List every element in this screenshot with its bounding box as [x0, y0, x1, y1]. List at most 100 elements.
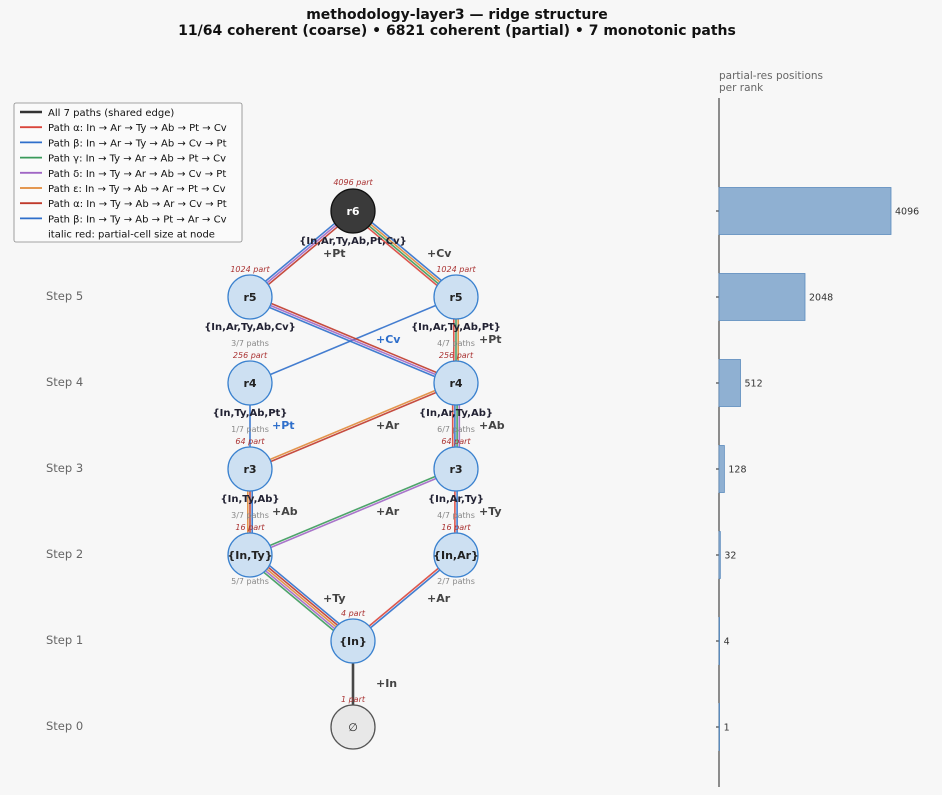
step-label-3: Step 3	[46, 461, 83, 475]
legend-item: Path α: In → Ar → Ty → Ab → Pt → Cv	[20, 123, 227, 134]
node-path-count: 6/7 paths	[437, 425, 475, 434]
edge-label-ab-3: +Ab	[479, 419, 505, 432]
edge-label-cv-5: +Cv	[427, 247, 452, 260]
step-label-5: Step 5	[46, 289, 83, 303]
edge-label-pt-5: +Pt	[323, 247, 346, 260]
step-label-1: Step 1	[46, 633, 83, 647]
node-set-label: {In,Ty,Ab}	[221, 494, 280, 505]
bar-value-label: 4	[724, 637, 730, 648]
bar-step-5	[718, 273, 806, 321]
legend-item: All 7 paths (shared edge)	[20, 108, 174, 119]
bar-value-label: 512	[745, 379, 763, 390]
edge-line-r3l-r4r	[250, 383, 457, 471]
side-chart-title-line2: per rank	[719, 82, 764, 94]
node-path-count: 2/7 paths	[437, 577, 475, 586]
legend-label: Path α: In → Ar → Ty → Ab → Pt → Cv	[48, 123, 227, 134]
edge-label-ar-2: +Ar	[376, 505, 400, 518]
bar-value-label: 128	[728, 465, 746, 476]
node-set-label: {In,Ar,Ty,Ab,Pt,Cv}	[299, 236, 407, 247]
bar-step-4	[718, 359, 741, 407]
node-part-count: 1024 part	[230, 265, 270, 274]
node-set-label: {In,Ar,Ty,Ab}	[419, 408, 493, 419]
node-label: r5	[243, 291, 256, 304]
node-label: r4	[449, 377, 462, 390]
step-label-2: Step 2	[46, 547, 83, 561]
edge-line-r4r-r5l	[248, 298, 456, 386]
node-path-count: 4/7 paths	[437, 339, 475, 348]
bar-step-3	[718, 445, 725, 493]
node-part-count: 16 part	[441, 523, 471, 532]
edge-label-ar-3: +Ar	[376, 419, 400, 432]
node-label: {In,Ty}	[227, 549, 272, 562]
legend-item: Path ε: In → Ty → Ab → Ar → Pt → Cv	[20, 184, 226, 195]
edge-label-pt-3: +Pt	[272, 419, 295, 432]
node-r4-right: r4 256 part {In,Ar,Ty,Ab} 6/7 paths	[419, 351, 493, 434]
node-set-label: {In,Ar,Ty,Ab,Cv}	[204, 322, 296, 333]
node-label: r5	[449, 291, 462, 304]
node-path-count: 1/7 paths	[231, 425, 269, 434]
node-part-count: 64 part	[235, 437, 265, 446]
legend-label: Path δ: In → Ty → Ar → Ab → Cv → Pt	[48, 169, 226, 180]
node-label: r3	[449, 463, 462, 476]
node-label: r6	[346, 205, 359, 218]
edge-label-in: +In	[376, 677, 397, 690]
edge-line-inty-r3r	[250, 469, 457, 557]
node-r3-left: r3 64 part {In,Ty,Ab} 3/7 paths	[221, 437, 280, 520]
legend-item: Path α: In → Ty → Ab → Ar → Cv → Pt	[20, 199, 227, 210]
legend-item: Path γ: In → Ty → Ar → Ab → Pt → Cv	[20, 154, 226, 165]
node-part-count: 1024 part	[436, 265, 476, 274]
node-in-ty: {In,Ty} 16 part 5/7 paths	[227, 523, 273, 586]
bar-value-label: 32	[724, 551, 736, 562]
step-labels: Step 0 Step 1 Step 2 Step 3 Step 4 Step …	[46, 289, 83, 733]
node-part-count: 4096 part	[333, 178, 373, 187]
legend-label: Path γ: In → Ty → Ar → Ab → Pt → Cv	[48, 154, 226, 165]
figure-subtitle: 11/64 coherent (coarse) • 6821 coherent …	[178, 23, 736, 39]
edge-labels: +In +Ty +Ar +Ab +Ty +Ar +Pt +Ar +Ab +Cv …	[272, 247, 505, 690]
step-label-4: Step 4	[46, 375, 83, 389]
node-in: {In} 4 part	[330, 609, 376, 664]
edge-label-pt-4: +Pt	[479, 333, 502, 346]
edge-line-r4r-r5l	[249, 296, 457, 384]
node-set-label: {In,Ar,Ty}	[428, 494, 484, 505]
bar-step-1	[718, 617, 721, 665]
node-path-count: 4/7 paths	[437, 511, 475, 520]
legend-label: italic red: partial-cell size at node	[48, 230, 215, 241]
node-label: {In}	[339, 635, 367, 648]
edge-line-in-inty	[246, 557, 351, 645]
legend: All 7 paths (shared edge) Path α: In → Ar…	[13, 102, 243, 243]
edge-label-cv-4: +Cv	[376, 333, 401, 346]
node-part-count: 16 part	[235, 523, 265, 532]
edge-label-ty-1: +Ty	[323, 592, 346, 605]
node-part-count: 1 part	[341, 695, 366, 704]
legend-label: Path β: In → Ar → Ty → Ab → Cv → Pt	[48, 138, 227, 149]
legend-label: Path β: In → Ty → Ab → Pt → Ar → Cv	[48, 214, 227, 225]
node-label: {In,Ar}	[433, 549, 479, 562]
side-chart-title-line1: partial-res positions	[719, 70, 823, 82]
node-r3-right: r3 64 part {In,Ar,Ty} 4/7 paths	[428, 437, 484, 520]
edge-line-inty-r3r	[249, 467, 456, 555]
edge-line-r3l-r4r	[249, 381, 456, 469]
legend-item: Path δ: In → Ty → Ar → Ab → Cv → Pt	[20, 169, 226, 180]
edge-label-ab-2: +Ab	[272, 505, 298, 518]
legend-item: Path β: In → Ty → Ab → Pt → Ar → Cv	[20, 214, 227, 225]
node-part-count: 64 part	[441, 437, 471, 446]
bar-value-label: 2048	[809, 293, 833, 304]
node-part-count: 256 part	[439, 351, 474, 360]
node-r6: r6 4096 part {In,Ar,Ty,Ab,Pt,Cv}	[299, 178, 407, 247]
node-r4-left: r4 256 part {In,Ty,Ab,Pt} 1/7 paths	[213, 351, 288, 434]
node-label: r4	[243, 377, 256, 390]
bar-value-label: 1	[724, 723, 730, 734]
node-set-label: {In,Ar,Ty,Ab,Pt}	[411, 322, 501, 333]
node-path-count: 5/7 paths	[231, 577, 269, 586]
edge-line-r4r-r5l	[250, 294, 458, 382]
lattice-nodes: ∅ 1 part {In} 4 part {In,Ty} 16 part 5/7…	[204, 178, 501, 750]
node-path-count: 3/7 paths	[231, 339, 269, 348]
edge-label-ty-2: +Ty	[479, 505, 502, 518]
step-label-0: Step 0	[46, 719, 83, 733]
edge-label-ar-1: +Ar	[427, 592, 451, 605]
legend-label: Path α: In → Ty → Ab → Ar → Cv → Pt	[48, 199, 227, 210]
legend-item: Path β: In → Ar → Ty → Ab → Cv → Pt	[20, 138, 227, 149]
bar-step-6	[718, 187, 892, 235]
bar-step-0	[718, 703, 721, 751]
side-bar-chart: partial-res positions per rank 4096 2048 5…	[716, 70, 919, 787]
